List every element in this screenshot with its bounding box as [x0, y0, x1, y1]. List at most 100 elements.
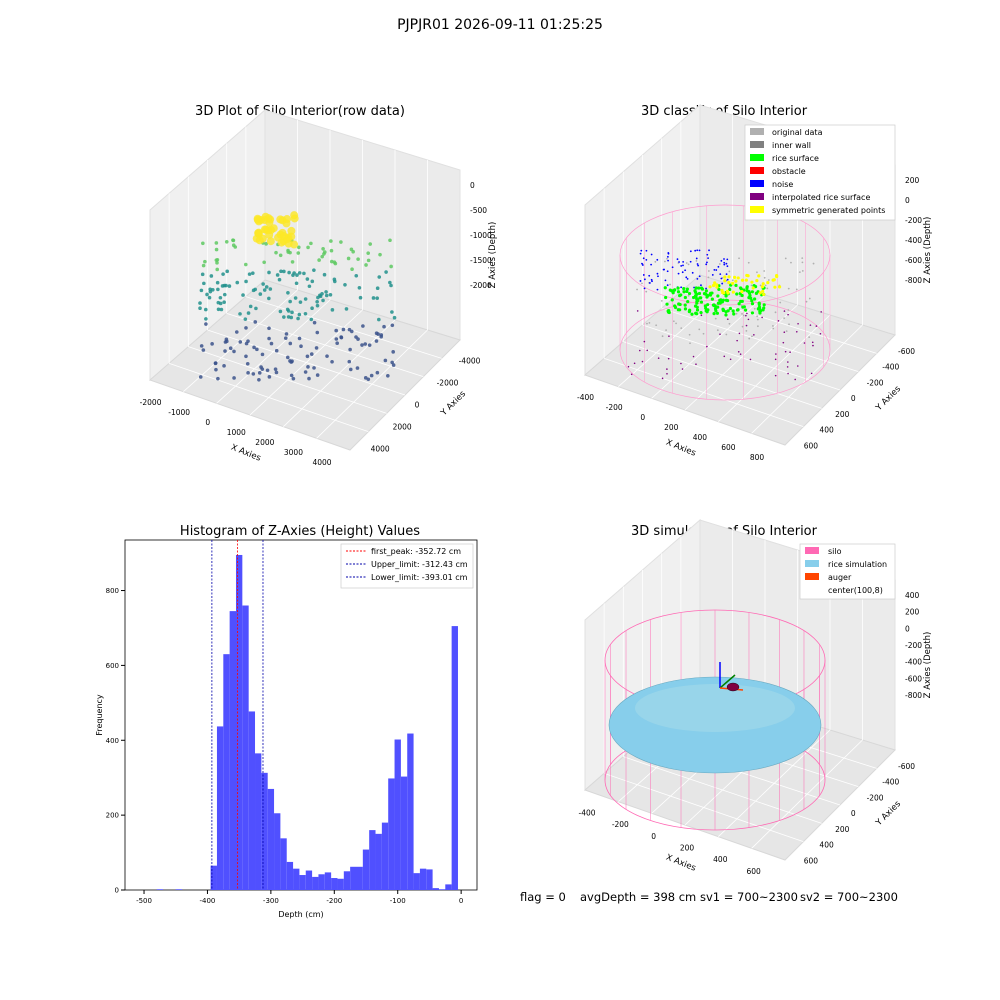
p4-legend-swatch [805, 547, 819, 554]
p2-data-point [691, 271, 694, 274]
p2-data-point [774, 311, 777, 314]
p1-z-tick: -1000 [470, 231, 492, 240]
p2-data-point [725, 289, 730, 293]
p2-data-point [750, 311, 755, 315]
p1-data-point [238, 340, 243, 344]
p3-legend-label: first_peak: -352.72 cm [371, 547, 461, 556]
p2-data-point [688, 333, 691, 336]
p1-data-point [315, 299, 319, 304]
p1-data-point [317, 258, 321, 262]
p1-data-point [216, 287, 220, 292]
p2-grid-line [680, 291, 877, 354]
p2-data-point [650, 263, 653, 266]
p1-data-point [214, 241, 219, 245]
p1-z-tick: 0 [470, 181, 475, 190]
p1-data-point [231, 238, 236, 243]
p4-z-tick: -200 [905, 641, 922, 650]
p1-data-point [227, 284, 232, 288]
p1-data-point [328, 292, 333, 297]
p1-x-tick: -1000 [168, 408, 190, 417]
p2-legend-label: rice surface [772, 154, 819, 163]
p2-data-point [740, 290, 744, 294]
p2-data-point [641, 264, 644, 266]
p4-legend-label: auger [828, 573, 852, 582]
p1-data-point [321, 298, 325, 303]
p2-data-point [713, 281, 717, 285]
p1-data-point [220, 284, 225, 288]
p2-x-tick: 0 [640, 413, 645, 422]
p1-data-point [324, 293, 329, 298]
p2-data-point [656, 258, 659, 261]
p1-data-point [363, 376, 368, 380]
p2-data-point [819, 332, 822, 335]
p1-data-point [306, 245, 310, 250]
p1-data-point [296, 251, 301, 255]
p1-data-point [310, 279, 315, 284]
p2-data-point [771, 278, 775, 282]
p2-y-tick: -600 [898, 347, 915, 356]
p3-bar [242, 605, 249, 890]
p2-data-point [732, 312, 736, 316]
p1-data-point [312, 366, 316, 370]
p2-data-point [757, 325, 759, 328]
p1-data-point [258, 292, 263, 296]
p1-data-point [224, 283, 228, 288]
p2-data-point [723, 275, 727, 279]
p2-data-point [756, 271, 758, 274]
p2-data-point [685, 287, 689, 291]
p2-data-point [656, 288, 659, 291]
p2-data-point [761, 316, 763, 319]
p1-data-point [329, 248, 334, 253]
p2-data-point [706, 294, 710, 298]
p2-data-point [731, 279, 734, 282]
p1-data-point [260, 367, 265, 371]
p2-data-point [666, 372, 668, 375]
p1-data-point [205, 292, 209, 297]
p2-data-point [743, 308, 748, 312]
p1-data-point [309, 352, 314, 356]
p2-data-point [698, 328, 701, 331]
p3-bar [432, 888, 439, 890]
p1-data-point [366, 251, 370, 255]
p3-bar [156, 889, 164, 890]
p2-data-point [801, 261, 804, 264]
p2-data-point [695, 305, 699, 309]
p2-data-point [774, 358, 777, 361]
p4-y-tick: 200 [835, 825, 850, 834]
p3-y-tick: 200 [106, 812, 119, 820]
p2-data-point [726, 265, 729, 268]
p1-data-point [278, 309, 283, 314]
p3-y-tick: 600 [106, 662, 119, 670]
p2-data-point [787, 309, 790, 311]
p1-data-point [257, 371, 262, 375]
p2-data-point [784, 350, 787, 353]
p2-data-point [689, 260, 692, 263]
panel2-title: 3D classify of Silo Interior [640, 104, 808, 119]
p2-data-point [689, 342, 691, 345]
p2-data-point [657, 357, 660, 359]
p1-data-point [377, 317, 381, 322]
p1-data-point [274, 250, 278, 255]
p1-data-point [216, 307, 221, 312]
p2-data-point [777, 285, 782, 289]
p2-data-point [664, 279, 667, 282]
p1-data-point [285, 355, 290, 360]
p1-data-point [330, 359, 334, 364]
p1-data-point [222, 292, 227, 297]
p1-data-point [324, 290, 328, 294]
p2-data-point [725, 262, 728, 265]
p4-x-tick: 600 [747, 867, 762, 876]
p2-data-point [711, 283, 716, 288]
p2-data-point [812, 262, 815, 265]
p2-data-point [645, 249, 648, 252]
p2-x-tick: -400 [577, 393, 594, 402]
p4-legend-label: center(100,8) [828, 586, 883, 595]
p2-data-point [654, 260, 657, 263]
p2-data-point [722, 291, 726, 295]
p1-data-point [315, 373, 320, 377]
p1-data-point [253, 320, 258, 324]
p2-data-point [697, 291, 702, 296]
p2-data-point [638, 349, 641, 352]
p2-data-point [681, 368, 684, 370]
p3-bar [375, 833, 382, 890]
